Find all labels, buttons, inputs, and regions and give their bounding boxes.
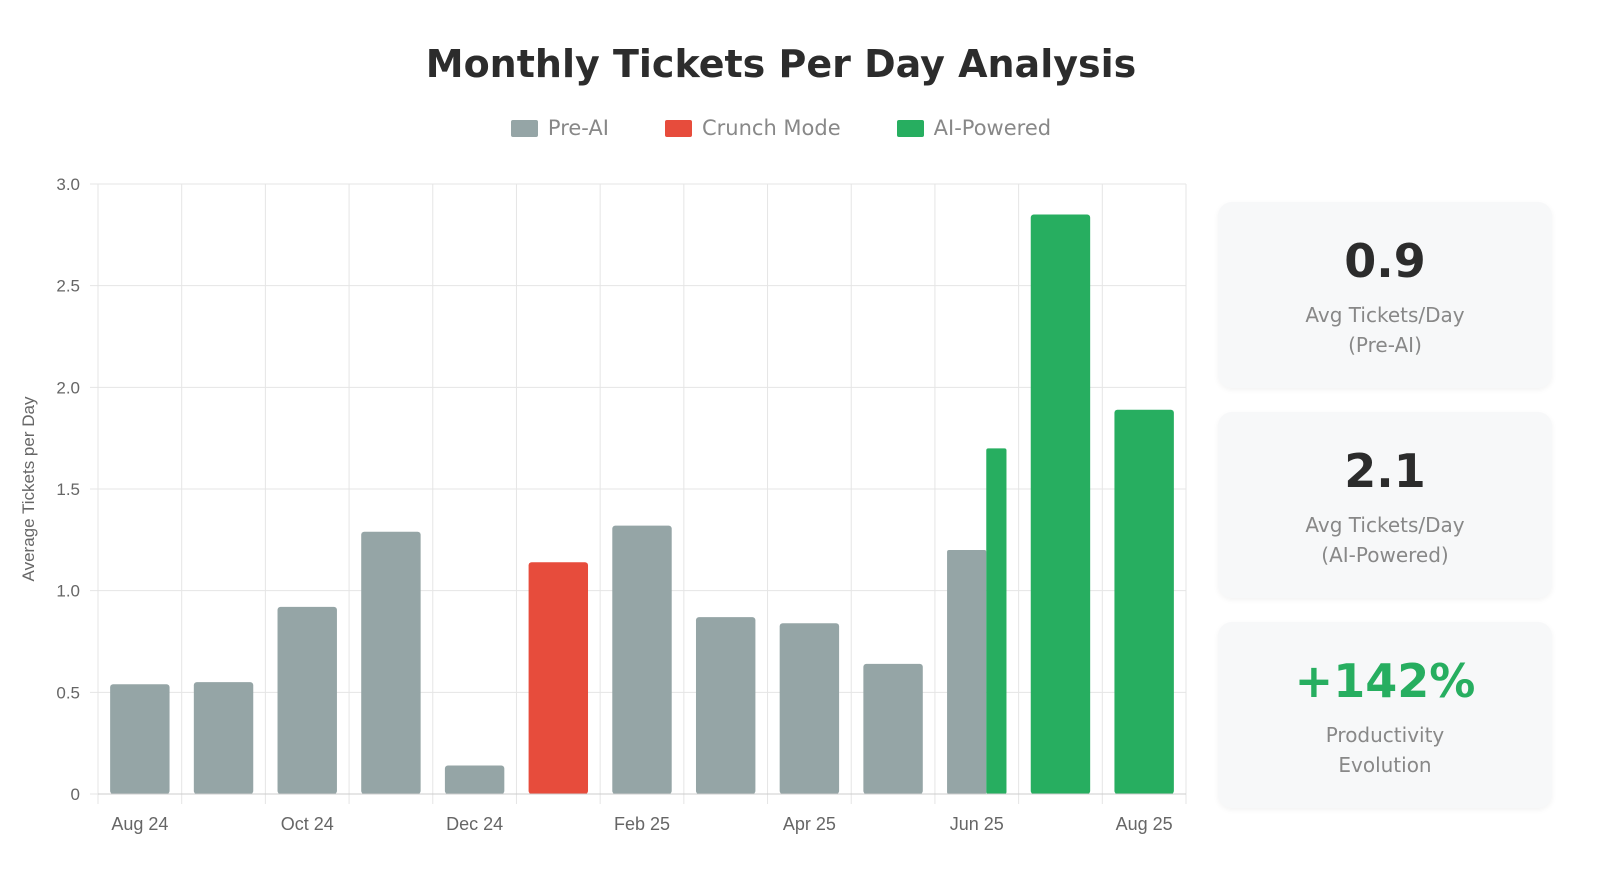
x-tick-label: Aug 25 — [1116, 814, 1173, 834]
x-tick-label: Apr 25 — [783, 814, 836, 834]
y-tick-label: 1.5 — [56, 480, 80, 499]
chart-title: Monthly Tickets Per Day Analysis — [425, 42, 1137, 86]
legend-item-pre-ai[interactable]: Pre-AI — [510, 116, 609, 140]
legend-item-crunch-mode[interactable]: Crunch Mode — [664, 116, 841, 140]
stat-card-pre-ai: 0.9 Avg Tickets/Day (Pre-AI) — [1218, 202, 1552, 388]
y-axis-label: Average Tickets per Day — [19, 396, 38, 581]
y-tick-label: 3.0 — [56, 175, 80, 194]
stat-label: Avg Tickets/Day (Pre-AI) — [1305, 303, 1465, 357]
stat-value: 0.9 — [1344, 234, 1426, 288]
bar-crunch-mode — [528, 562, 589, 794]
stat-card-ai-powered: 2.1 Avg Tickets/Day (AI-Powered) — [1218, 412, 1552, 598]
bar-chart: 0 0.5 1.0 1.5 2.0 2.5 3.0 Aug 24 Oct 24 Dec 24 Feb… — [19, 175, 1187, 834]
bar-pre-ai — [193, 682, 254, 794]
y-tick-label: 1.0 — [56, 582, 80, 601]
bar-ai-powered — [986, 448, 1007, 794]
stat-label: Productivity Evolution — [1325, 723, 1445, 777]
y-tick-label: 0.5 — [56, 683, 80, 702]
bar-pre-ai — [947, 550, 987, 794]
x-tick-label: Oct 24 — [281, 814, 334, 834]
bar-pre-ai — [110, 684, 170, 794]
x-tick-label: Jun 25 — [950, 814, 1004, 834]
x-tick-label: Feb 25 — [614, 814, 670, 834]
y-tick-label: 0 — [71, 785, 80, 804]
y-tick-label: 2.0 — [56, 378, 80, 397]
stat-card-productivity: +142% Productivity Evolution — [1218, 622, 1552, 808]
stat-label: Avg Tickets/Day (AI-Powered) — [1305, 513, 1465, 567]
legend: Pre-AI Crunch Mode AI-Powered — [0, 116, 1562, 140]
bar-ai-powered — [1114, 409, 1174, 794]
legend-label: Crunch Mode — [701, 116, 841, 140]
bar-pre-ai — [612, 525, 672, 794]
bar-ai-powered — [1030, 214, 1091, 794]
legend-swatch — [664, 119, 692, 137]
legend-item-ai-powered[interactable]: AI-Powered — [896, 116, 1052, 140]
bar-pre-ai — [361, 531, 421, 794]
x-tick-label: Aug 24 — [111, 814, 168, 834]
bar-pre-ai — [863, 663, 923, 794]
y-tick-label: 2.5 — [56, 277, 80, 296]
stat-value: +142% — [1294, 654, 1476, 708]
legend-swatch — [510, 119, 538, 137]
stat-value: 2.1 — [1344, 444, 1426, 498]
legend-label: Pre-AI — [547, 116, 609, 140]
bar-pre-ai — [444, 765, 505, 794]
legend-swatch — [896, 119, 924, 137]
bar-pre-ai — [779, 623, 840, 794]
bar-pre-ai — [277, 606, 337, 794]
bar-pre-ai — [695, 617, 756, 794]
x-tick-label: Dec 24 — [446, 814, 503, 834]
legend-label: AI-Powered — [933, 116, 1052, 140]
